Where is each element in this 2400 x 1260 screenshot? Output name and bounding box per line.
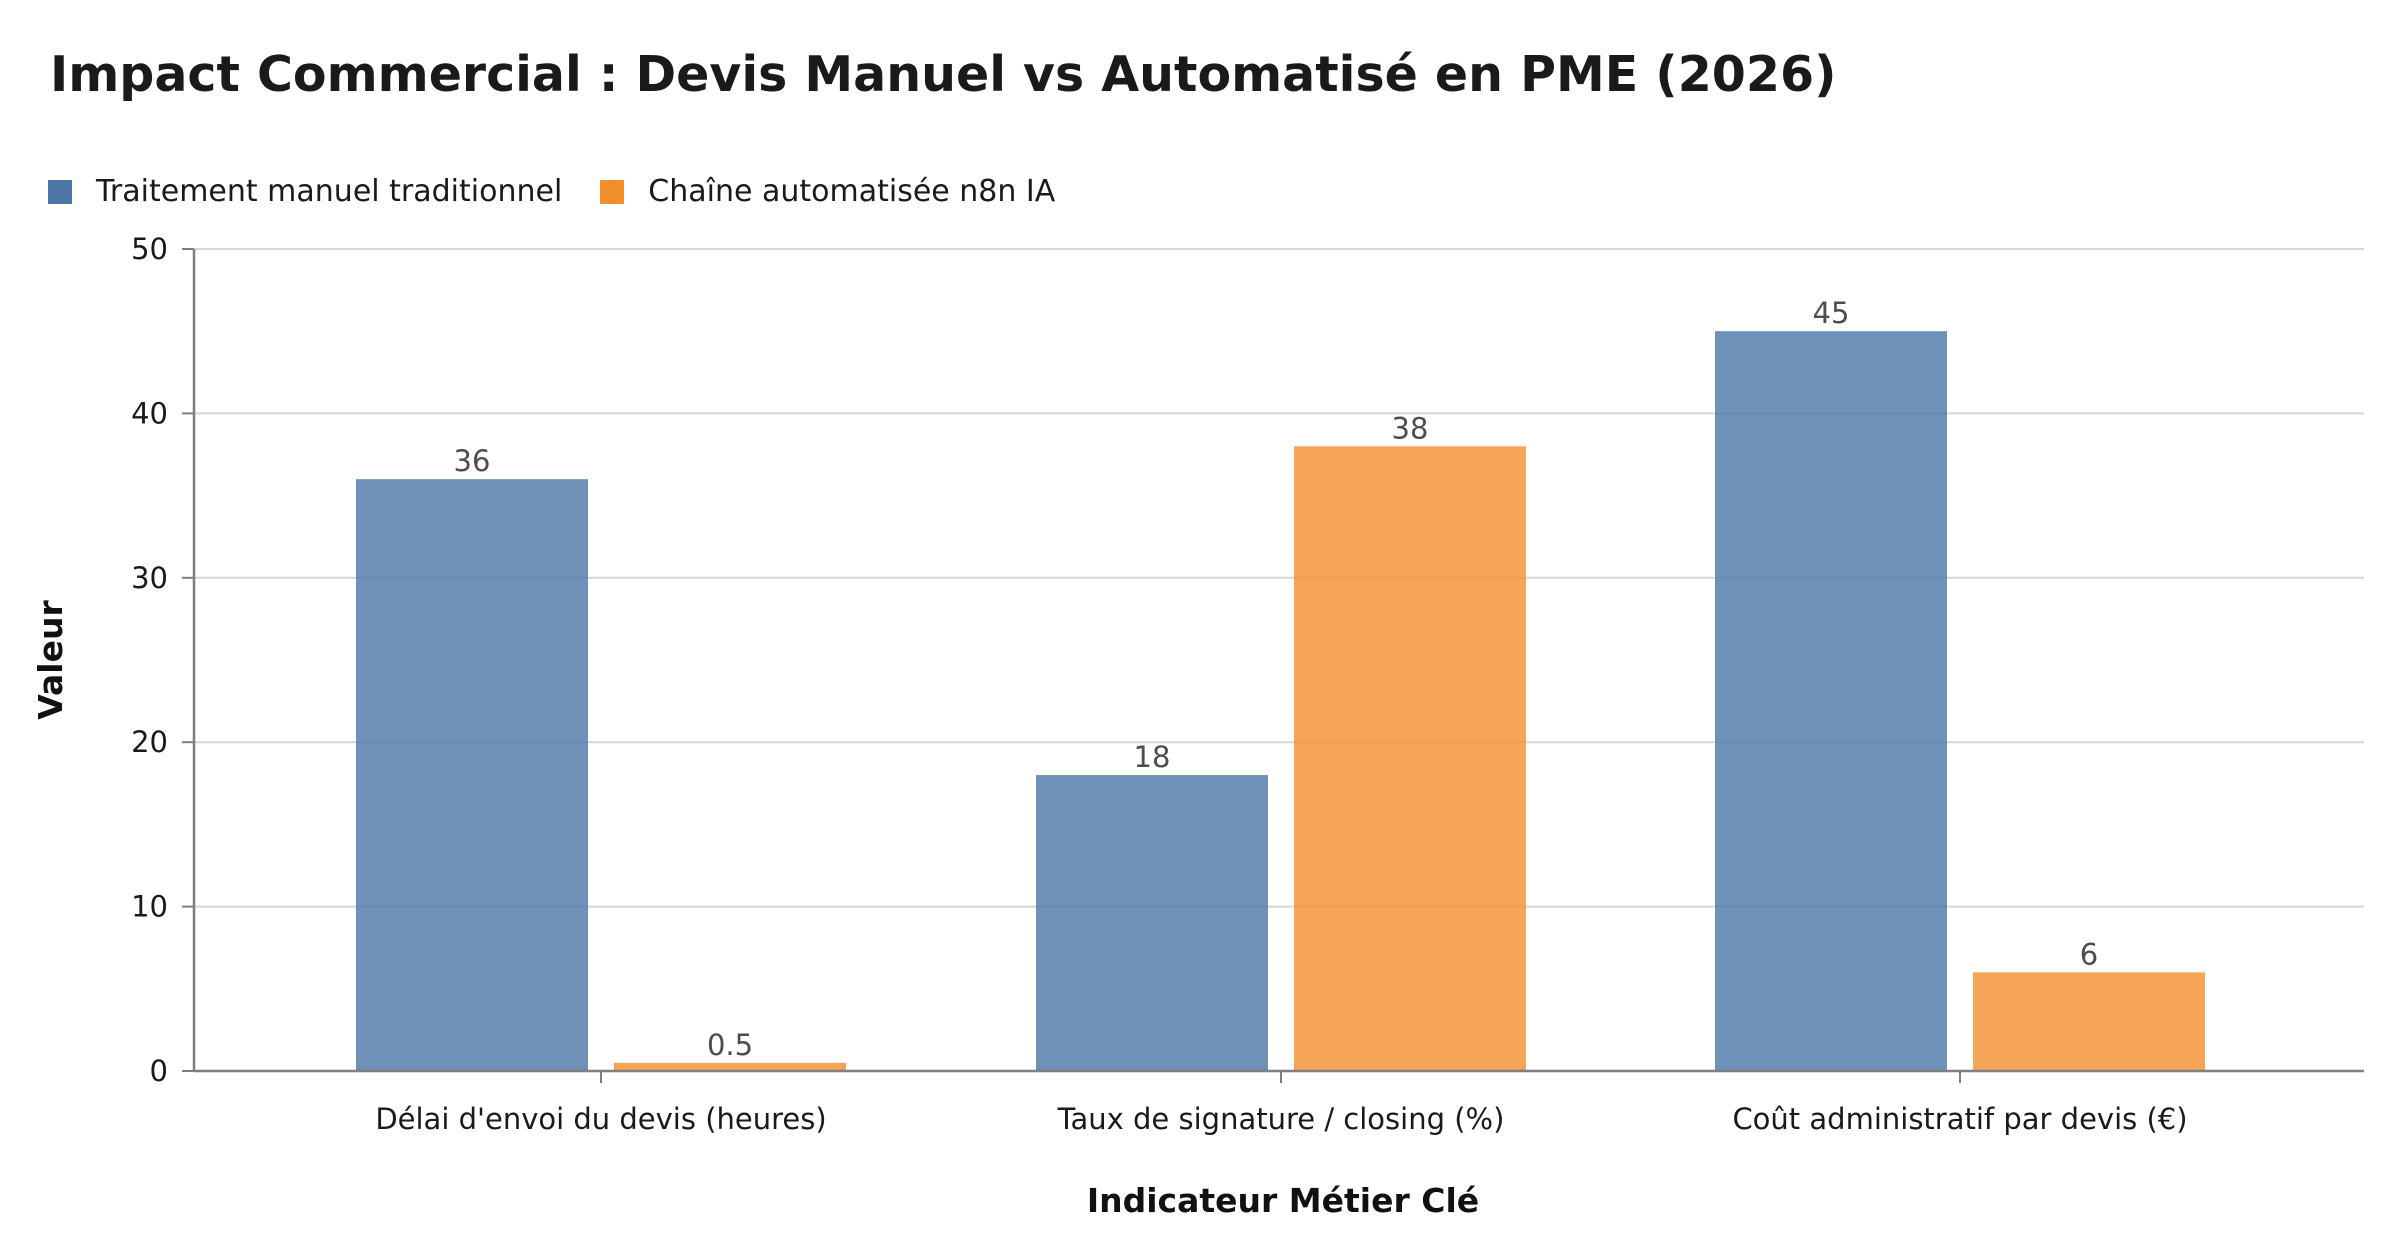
data-label-manual-1: 18 — [1134, 740, 1171, 774]
bar-manual-2 — [1715, 331, 1947, 1071]
labels: 0 10 20 30 40 50 Délai d'envoi du devis (heure… — [131, 232, 2187, 1136]
y-tick-label: 50 — [131, 232, 168, 266]
bar-automated-0 — [614, 1062, 846, 1071]
y-tick-label: 20 — [131, 725, 168, 759]
x-tick-label: Délai d'envoi du devis (heures) — [375, 1102, 826, 1136]
y-axis-title: Valeur — [31, 600, 70, 720]
y-tick-label: 0 — [150, 1054, 168, 1088]
x-tick-label: Taux de signature / closing (%) — [1057, 1102, 1505, 1136]
bar-manual-1 — [1036, 775, 1268, 1071]
y-tick-label: 10 — [131, 890, 168, 924]
data-label-manual-0: 36 — [454, 444, 491, 478]
bar-automated-1 — [1294, 446, 1526, 1071]
x-tick-label: Coût administratif par devis (€) — [1732, 1102, 2187, 1136]
legend-label-manual: Traitement manuel traditionnel — [96, 174, 563, 209]
data-label-automated-0: 0.5 — [707, 1028, 753, 1062]
data-label-manual-2: 45 — [1813, 296, 1850, 330]
legend-label-automated: Chaîne automatisée n8n IA — [648, 174, 1056, 209]
bar-manual-0 — [356, 479, 588, 1071]
legend-item-manual: Traitement manuel traditionnel — [48, 174, 562, 209]
bar-automated-2 — [1973, 972, 2205, 1071]
y-tick-label: 40 — [131, 396, 168, 430]
legend-swatch-manual — [48, 179, 72, 204]
legend-swatch-automated — [600, 179, 625, 204]
y-tick-label: 30 — [131, 561, 168, 595]
legend: Traitement manuel traditionnel Chaîne au… — [48, 174, 1093, 209]
legend-item-automated: Chaîne automatisée n8n IA — [600, 174, 1055, 209]
chart-title: Impact Commercial : Devis Manuel vs Auto… — [50, 46, 1837, 103]
bars — [356, 331, 2205, 1071]
data-label-automated-1: 38 — [1392, 411, 1429, 445]
axes — [182, 248, 2364, 1083]
x-axis-title: Indicateur Métier Clé — [1087, 1181, 1479, 1220]
data-label-automated-2: 6 — [2080, 937, 2098, 971]
